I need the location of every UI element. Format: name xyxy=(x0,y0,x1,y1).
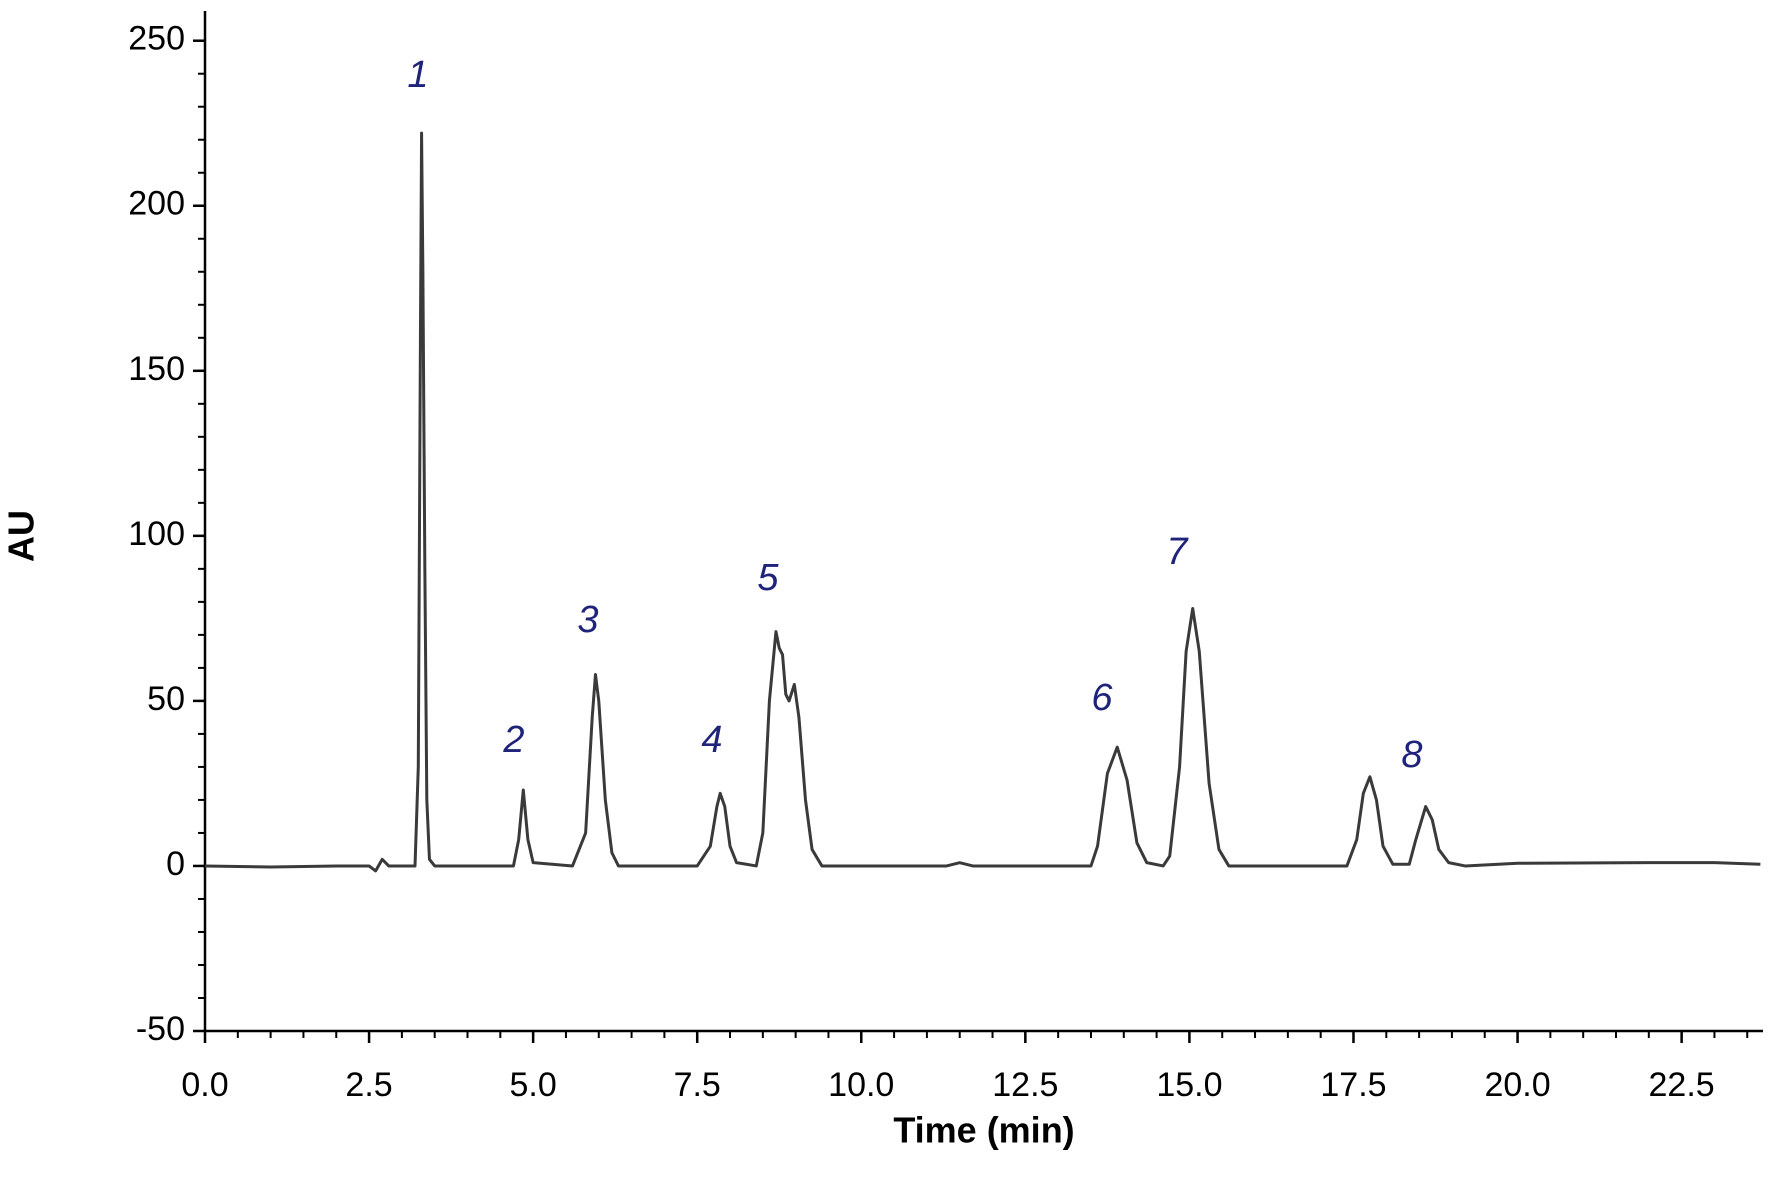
y-axis-title: AU xyxy=(1,510,42,562)
peak-label: 6 xyxy=(1091,677,1113,719)
peak-label: 2 xyxy=(502,719,524,761)
peak-label: 3 xyxy=(577,599,598,641)
y-tick-label: 50 xyxy=(147,680,185,718)
chromatogram-trace xyxy=(204,131,1761,873)
x-tick-label: 0.0 xyxy=(181,1066,228,1104)
y-tick-label: -50 xyxy=(136,1010,185,1048)
y-tick-label: 150 xyxy=(128,350,185,388)
x-tick-label: 15.0 xyxy=(1156,1066,1222,1104)
peak-label: 7 xyxy=(1166,531,1189,573)
x-tick-label: 10.0 xyxy=(828,1066,894,1104)
x-tick-label: 5.0 xyxy=(510,1066,557,1104)
y-tick-label: 250 xyxy=(128,20,185,58)
x-tick-label: 17.5 xyxy=(1320,1066,1386,1104)
x-axis-title: Time (min) xyxy=(893,1110,1074,1151)
peak-label: 5 xyxy=(757,557,779,599)
peak-label: 8 xyxy=(1401,734,1422,776)
y-tick-label: 200 xyxy=(128,185,185,223)
x-tick-label: 7.5 xyxy=(674,1066,721,1104)
y-tick-label: 100 xyxy=(128,515,185,553)
x-tick-label: 22.5 xyxy=(1649,1066,1715,1104)
x-tick-label: 2.5 xyxy=(345,1066,392,1104)
peak-label: 1 xyxy=(407,54,428,96)
x-tick-label: 12.5 xyxy=(992,1066,1058,1104)
y-tick-label: 0 xyxy=(166,845,185,883)
x-tick-label: 20.0 xyxy=(1484,1066,1550,1104)
peak-label: 4 xyxy=(701,719,722,761)
